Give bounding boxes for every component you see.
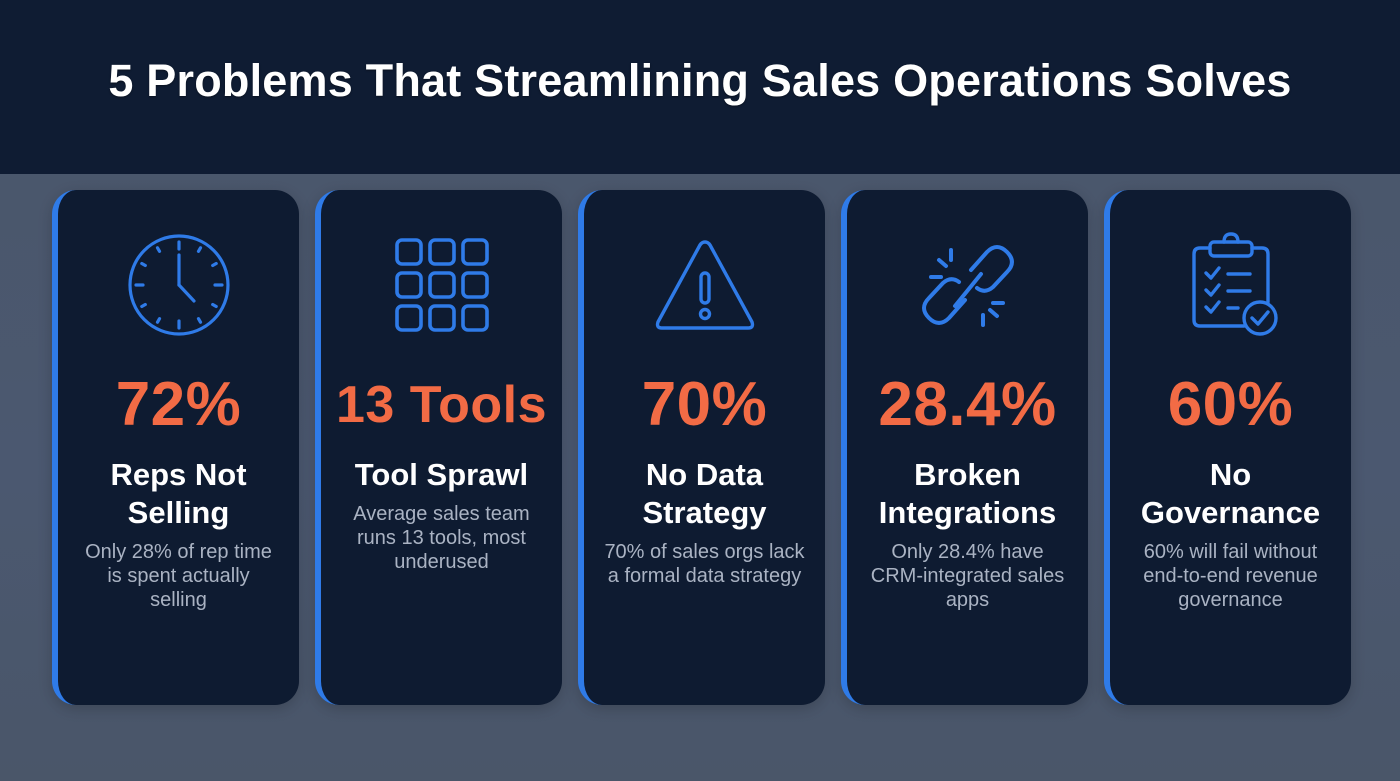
stat-value: 70% [641, 370, 768, 439]
card-description: 60% will fail without end-to-end revenue… [1143, 541, 1318, 611]
problem-cards: 72% Reps Not Selling Only 28% of rep tim… [52, 190, 1351, 705]
warning-triangle-icon [650, 230, 760, 340]
stat-value: 13 Tools [335, 376, 548, 434]
stat-value: 60% [1167, 370, 1294, 439]
header-banner: 5 Problems That Streamlining Sales Opera… [0, 0, 1400, 174]
page-title: 5 Problems That Streamlining Sales Opera… [108, 55, 1292, 106]
card-description: Only 28% of rep time is spent actually s… [85, 541, 272, 611]
card-title: No Data Strategy [642, 457, 767, 530]
card-title: Broken Integrations [878, 457, 1057, 530]
grid-icon [387, 230, 497, 340]
stat-value: 72% [115, 370, 242, 439]
problem-card-no-data-strategy: 70% No Data Strategy 70% of sales orgs l… [578, 190, 825, 705]
stat-value: 28.4% [878, 370, 1057, 439]
problem-card-reps-not-selling: 72% Reps Not Selling Only 28% of rep tim… [52, 190, 299, 705]
card-title: Tool Sprawl [354, 457, 529, 492]
problem-card-no-governance: 60% No Governance 60% will fail without … [1104, 190, 1351, 705]
problem-card-broken-integrations: 28.4% Broken Integrations Only 28.4% hav… [841, 190, 1088, 705]
broken-link-icon [913, 230, 1023, 340]
card-description: Only 28.4% have CRM-integrated sales app… [870, 541, 1065, 611]
card-description: 70% of sales orgs lack a formal data str… [604, 541, 805, 587]
card-title: No Governance [1140, 457, 1321, 530]
clipboard-check-icon [1176, 230, 1286, 340]
card-description: Average sales team runs 13 tools, most u… [353, 503, 530, 573]
clock-icon [124, 230, 234, 340]
card-title: Reps Not Selling [110, 457, 247, 530]
problem-card-tool-sprawl: 13 Tools Tool Sprawl Average sales team … [315, 190, 562, 705]
